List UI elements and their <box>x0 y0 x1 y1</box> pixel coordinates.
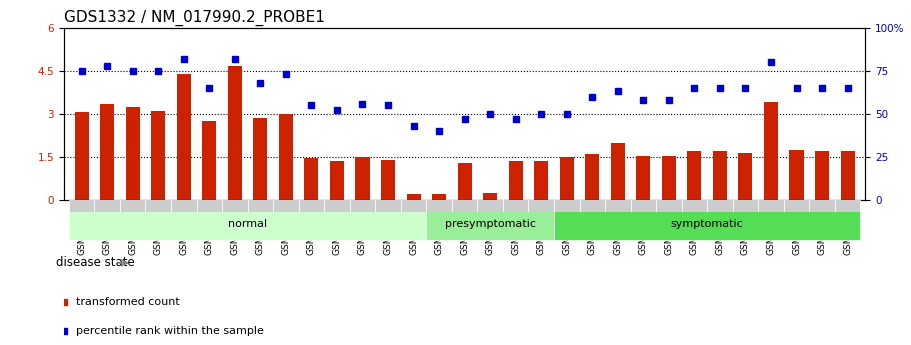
FancyBboxPatch shape <box>273 200 299 212</box>
Bar <box>100 104 114 200</box>
FancyBboxPatch shape <box>146 200 171 212</box>
Bar <box>253 118 268 200</box>
Bar <box>126 107 139 200</box>
FancyBboxPatch shape <box>503 200 528 212</box>
Bar <box>610 142 625 200</box>
Text: transformed count: transformed count <box>76 297 179 306</box>
Text: normal: normal <box>228 219 267 229</box>
Bar <box>355 157 370 200</box>
Bar <box>739 152 752 200</box>
Bar <box>483 193 497 200</box>
FancyBboxPatch shape <box>834 200 860 212</box>
Bar <box>790 150 804 200</box>
Bar <box>304 158 319 200</box>
FancyBboxPatch shape <box>171 200 197 212</box>
FancyBboxPatch shape <box>477 200 503 212</box>
Bar <box>661 156 676 200</box>
FancyBboxPatch shape <box>809 200 834 212</box>
FancyBboxPatch shape <box>95 200 120 212</box>
FancyBboxPatch shape <box>554 200 579 212</box>
Text: presymptomatic: presymptomatic <box>445 219 536 229</box>
FancyBboxPatch shape <box>222 200 248 212</box>
Bar <box>177 73 190 200</box>
Bar <box>75 112 88 200</box>
Bar <box>202 121 216 200</box>
Text: symptomatic: symptomatic <box>670 219 743 229</box>
FancyBboxPatch shape <box>681 200 707 212</box>
FancyBboxPatch shape <box>401 200 426 212</box>
FancyBboxPatch shape <box>324 200 350 212</box>
Bar <box>585 154 599 200</box>
FancyBboxPatch shape <box>554 209 860 240</box>
FancyBboxPatch shape <box>452 200 477 212</box>
Bar <box>688 151 701 200</box>
Bar <box>406 194 421 200</box>
Bar <box>279 114 293 200</box>
Text: disease state: disease state <box>56 256 135 269</box>
FancyBboxPatch shape <box>248 200 273 212</box>
FancyBboxPatch shape <box>426 200 452 212</box>
Bar <box>151 111 165 200</box>
Text: GDS1332 / NM_017990.2_PROBE1: GDS1332 / NM_017990.2_PROBE1 <box>64 10 324 26</box>
FancyBboxPatch shape <box>350 200 375 212</box>
Bar <box>841 151 855 200</box>
Bar <box>432 194 446 200</box>
FancyBboxPatch shape <box>707 200 732 212</box>
Bar <box>228 66 241 200</box>
Bar <box>381 160 395 200</box>
Bar <box>508 161 523 200</box>
FancyBboxPatch shape <box>605 200 630 212</box>
FancyBboxPatch shape <box>579 200 605 212</box>
FancyBboxPatch shape <box>656 200 681 212</box>
Bar <box>636 156 650 200</box>
FancyBboxPatch shape <box>69 200 95 212</box>
FancyBboxPatch shape <box>69 209 426 240</box>
Bar <box>330 161 344 200</box>
Bar <box>815 151 829 200</box>
Bar <box>559 157 574 200</box>
FancyBboxPatch shape <box>375 200 401 212</box>
FancyBboxPatch shape <box>120 200 146 212</box>
FancyBboxPatch shape <box>783 200 809 212</box>
FancyBboxPatch shape <box>732 200 758 212</box>
Text: percentile rank within the sample: percentile rank within the sample <box>76 326 263 335</box>
FancyBboxPatch shape <box>528 200 554 212</box>
Bar <box>713 151 727 200</box>
FancyBboxPatch shape <box>758 200 783 212</box>
FancyBboxPatch shape <box>426 209 554 240</box>
Bar <box>534 161 548 200</box>
FancyBboxPatch shape <box>299 200 324 212</box>
FancyBboxPatch shape <box>197 200 222 212</box>
Bar <box>457 163 472 200</box>
FancyBboxPatch shape <box>630 200 656 212</box>
Bar <box>764 102 778 200</box>
